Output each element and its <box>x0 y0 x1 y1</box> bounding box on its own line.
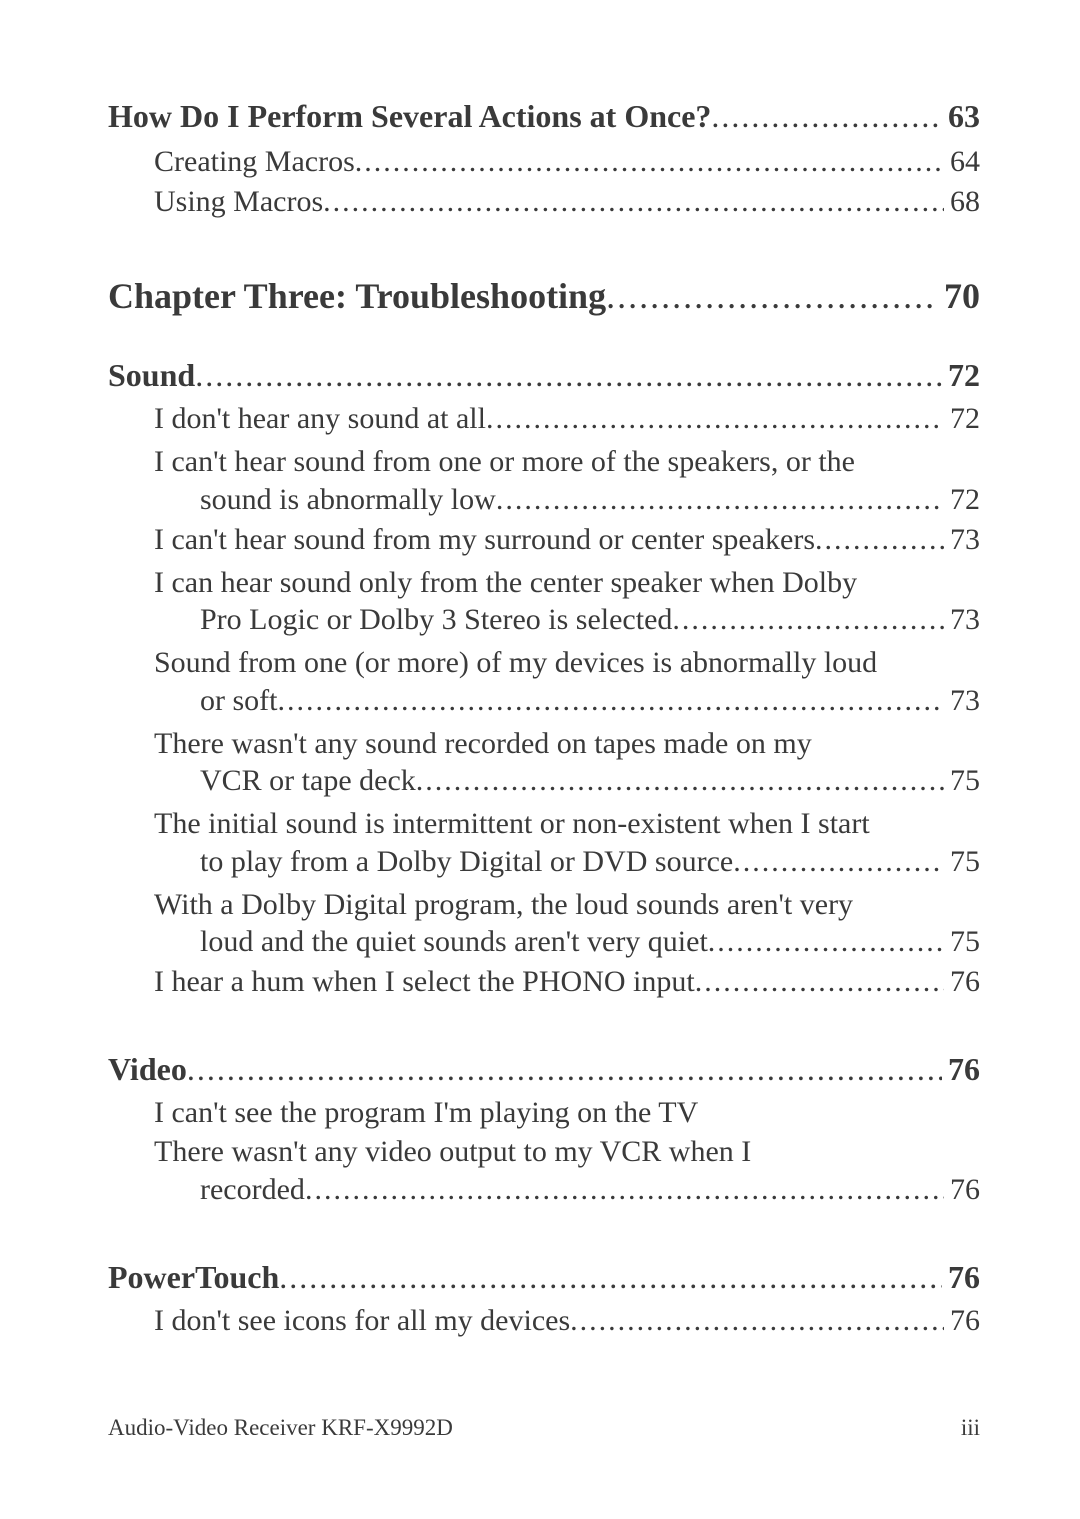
toc-entry-center-only-dolby: I can hear sound only from the center sp… <box>154 563 980 638</box>
toc-entry-no-vcr-output: There wasn't any video output to my VCR … <box>154 1132 980 1207</box>
toc-entry-video: Video 76 <box>108 1051 980 1088</box>
toc-entry-using-macros: Using Macros 68 <box>154 185 980 219</box>
toc-label-line1: I can't hear sound from one or more of t… <box>154 442 980 483</box>
toc-label: I don't see icons for all my devices <box>154 1304 570 1338</box>
toc-page-number: 73 <box>944 603 980 637</box>
toc-entry-macros-overview: How Do I Perform Several Actions at Once… <box>108 98 980 135</box>
toc-page-number: 73 <box>944 523 980 557</box>
toc-label-line2: recorded <box>200 1173 305 1207</box>
toc-page-number: 68 <box>944 185 980 219</box>
toc-label-line2: to play from a Dolby Digital or DVD sour… <box>200 845 733 879</box>
toc-label-line1: With a Dolby Digital program, the loud s… <box>154 885 980 926</box>
toc-page-number: 76 <box>942 1259 980 1296</box>
footer-page-roman: iii <box>961 1415 980 1441</box>
toc-leader <box>711 98 942 135</box>
toc-entry-no-tv-program: I can't see the program I'm playing on t… <box>154 1096 980 1130</box>
toc-entry-loud-soft: Sound from one (or more) of my devices i… <box>154 643 980 718</box>
toc-label-line2: or soft <box>200 684 278 718</box>
toc-entry-phono-hum: I hear a hum when I select the PHONO inp… <box>154 965 980 999</box>
page-footer: Audio-Video Receiver KRF-X9992D iii <box>108 1415 980 1441</box>
toc-label-line2: sound is abnormally low <box>200 483 496 517</box>
toc-leader <box>708 925 944 959</box>
toc-page-number: 72 <box>944 402 980 436</box>
toc-leader <box>323 185 944 219</box>
toc-entry-speakers-low: I can't hear sound from one or more of t… <box>154 442 980 517</box>
toc-leader <box>187 1051 942 1088</box>
toc-page-number: 72 <box>942 357 980 394</box>
toc-label: Chapter Three: Troubleshooting <box>108 275 606 317</box>
toc-label-line1: There wasn't any video output to my VCR … <box>154 1132 980 1173</box>
toc-page-number: 70 <box>938 275 980 317</box>
toc-label: Video <box>108 1051 187 1088</box>
toc-label-line1: Sound from one (or more) of my devices i… <box>154 643 980 684</box>
toc-page-number: 76 <box>942 1051 980 1088</box>
toc-label: Sound <box>108 357 195 394</box>
toc-label-line2: loud and the quiet sounds aren't very qu… <box>200 925 708 959</box>
toc-entry-dolby-dynamic: With a Dolby Digital program, the loud s… <box>154 885 980 960</box>
toc-page-number: 75 <box>944 764 980 798</box>
toc-leader <box>279 1259 942 1296</box>
toc-leader <box>195 357 942 394</box>
toc-label: I don't hear any sound at all <box>154 402 486 436</box>
toc-page-number: 64 <box>944 145 980 179</box>
toc-label-line2: VCR or tape deck <box>200 764 416 798</box>
toc-leader <box>695 965 944 999</box>
toc-entry-no-sound: I don't hear any sound at all 72 <box>154 402 980 436</box>
toc-page-number: 76 <box>944 1304 980 1338</box>
toc-page-number: 63 <box>942 98 980 135</box>
toc-leader <box>278 684 945 718</box>
toc-leader <box>416 764 944 798</box>
toc-entry-creating-macros: Creating Macros 64 <box>154 145 980 179</box>
toc-page-number: 72 <box>944 483 980 517</box>
toc-entry-intermittent-dvd: The initial sound is intermittent or non… <box>154 804 980 879</box>
toc-leader <box>606 275 938 317</box>
toc-entry-chapter-3: Chapter Three: Troubleshooting 70 <box>108 275 980 317</box>
toc-entry-no-icons: I don't see icons for all my devices 76 <box>154 1304 980 1338</box>
toc-leader <box>486 402 944 436</box>
toc-entry-powertouch: PowerTouch 76 <box>108 1259 980 1296</box>
toc-leader <box>733 845 944 879</box>
toc-label-line1: The initial sound is intermittent or non… <box>154 804 980 845</box>
toc-label: Creating Macros <box>154 145 355 179</box>
toc-entry-surround-center: I can't hear sound from my surround or c… <box>154 523 980 557</box>
toc-label-line1: I can hear sound only from the center sp… <box>154 563 980 604</box>
toc-page: How Do I Perform Several Actions at Once… <box>0 0 1080 1519</box>
toc-label: How Do I Perform Several Actions at Once… <box>108 98 711 135</box>
toc-page-number: 73 <box>944 684 980 718</box>
toc-leader <box>305 1173 944 1207</box>
toc-label-line1: There wasn't any sound recorded on tapes… <box>154 724 980 765</box>
toc-label: I can't hear sound from my surround or c… <box>154 523 815 557</box>
footer-product-name: Audio-Video Receiver KRF-X9992D <box>108 1415 453 1441</box>
toc-label: Using Macros <box>154 185 323 219</box>
toc-label: PowerTouch <box>108 1259 279 1296</box>
toc-entry-sound: Sound 72 <box>108 357 980 394</box>
toc-page-number: 75 <box>944 925 980 959</box>
toc-leader <box>672 603 944 637</box>
toc-label: I hear a hum when I select the PHONO inp… <box>154 965 695 999</box>
toc-label-line2: Pro Logic or Dolby 3 Stereo is selected <box>200 603 672 637</box>
toc-leader <box>815 523 944 557</box>
toc-leader <box>496 483 944 517</box>
toc-page-number: 76 <box>944 1173 980 1207</box>
toc-leader <box>355 145 944 179</box>
toc-entry-tape-no-sound: There wasn't any sound recorded on tapes… <box>154 724 980 799</box>
toc-page-number: 75 <box>944 845 980 879</box>
toc-page-number: 76 <box>944 965 980 999</box>
toc-label: I can't see the program I'm playing on t… <box>154 1096 698 1129</box>
toc-leader <box>570 1304 944 1338</box>
